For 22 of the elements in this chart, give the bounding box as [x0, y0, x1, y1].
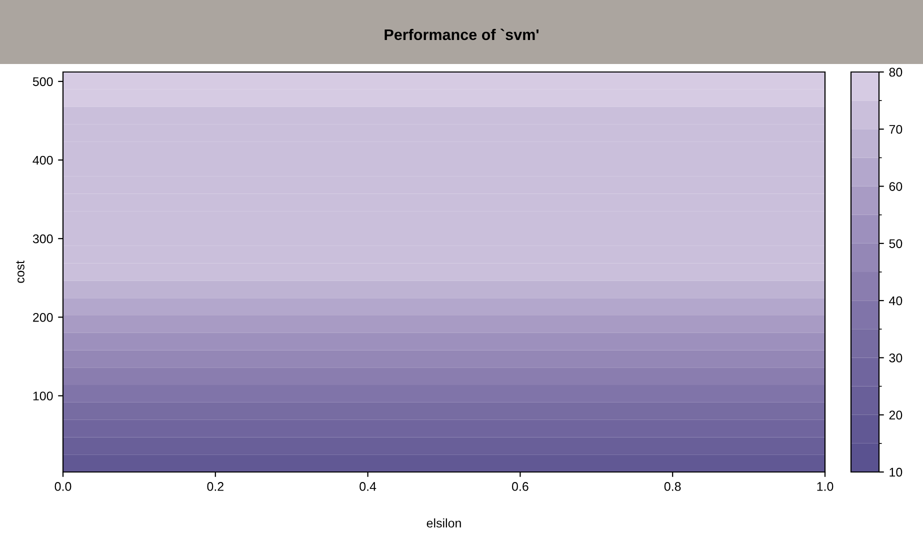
color-bar-label: 80: [889, 68, 902, 77]
y-tick-label: 300: [32, 234, 53, 244]
x-tick-label: 0.6: [512, 482, 528, 491]
y-tick-label: 500: [32, 77, 53, 86]
color-bar-label: 50: [889, 239, 902, 248]
chart-title: Performance of `svm': [384, 28, 539, 40]
x-axis-title: elsilon: [426, 518, 461, 528]
y-tick-label: 100: [33, 392, 53, 400]
color-bar-label: 10: [890, 468, 902, 477]
color-bar-label: 60: [889, 182, 902, 191]
x-tick-label: 1.0: [817, 482, 834, 491]
x-tick-label: 0.4: [360, 482, 376, 491]
y-tick-label: 200: [33, 312, 53, 322]
x-tick-label: 0.0: [54, 482, 72, 491]
color-bar-label: 70: [889, 124, 902, 134]
color-bar-label: 30: [889, 354, 902, 362]
color-bar-label: 20: [889, 410, 902, 420]
x-tick-label: 0.2: [207, 482, 224, 491]
y-tick-label: 400: [32, 156, 53, 165]
y-axis-title: cost: [16, 260, 24, 283]
color-bar-label: 40: [889, 296, 902, 306]
x-tick-label: 0.8: [664, 482, 681, 491]
